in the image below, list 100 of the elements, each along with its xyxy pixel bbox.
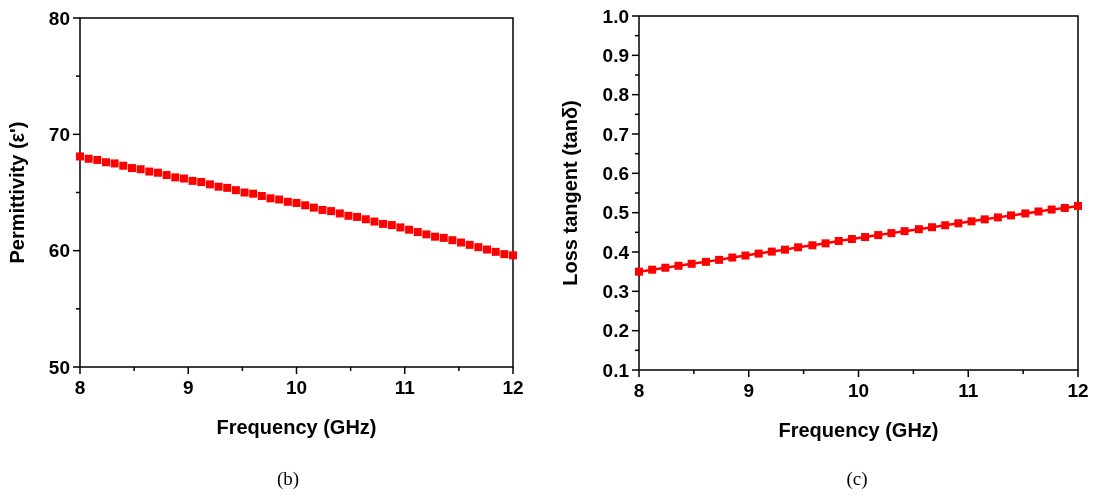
- point: [465, 240, 474, 249]
- y-tick-label: 0.5: [602, 202, 630, 224]
- point: [361, 215, 370, 224]
- point: [153, 168, 162, 177]
- y-axis-title: Permittivity (ε'): [6, 121, 28, 264]
- point: [110, 159, 119, 168]
- x-axis-title: Frequency (GHz): [216, 416, 377, 438]
- x-tick-label: 11: [394, 377, 416, 398]
- point: [162, 171, 171, 180]
- point: [188, 176, 197, 185]
- point: [179, 174, 188, 183]
- point: [292, 198, 301, 207]
- point: [145, 167, 154, 176]
- y-tick-label: 1.0: [602, 5, 629, 27]
- point: [266, 194, 275, 203]
- point: [687, 259, 696, 268]
- point: [1074, 201, 1082, 210]
- point: [754, 249, 763, 258]
- point: [405, 225, 414, 234]
- point: [900, 227, 909, 236]
- point: [648, 265, 657, 274]
- point: [387, 221, 396, 230]
- point: [197, 178, 206, 187]
- point: [136, 165, 145, 174]
- point: [275, 195, 284, 204]
- point: [223, 183, 232, 192]
- y-tick-label: 0.2: [602, 320, 629, 342]
- point: [101, 158, 110, 167]
- point: [674, 261, 683, 270]
- point: [861, 233, 870, 242]
- y-axis-title: Loss tangent (tanδ): [559, 100, 581, 286]
- point: [821, 239, 830, 248]
- text: (b): [276, 468, 300, 490]
- x-tick-label: 8: [74, 377, 86, 398]
- point: [353, 212, 362, 221]
- point: [127, 164, 136, 173]
- y-tick-label: 80: [48, 7, 70, 29]
- point: [283, 197, 292, 206]
- point: [808, 241, 817, 250]
- point: [171, 173, 180, 182]
- point: [370, 217, 379, 226]
- point: [741, 251, 750, 260]
- y-tick-label: 70: [48, 123, 70, 145]
- point: [767, 247, 776, 256]
- point: [231, 186, 240, 195]
- point: [847, 235, 856, 244]
- y-tick-label: 0.7: [602, 123, 629, 145]
- point: [318, 205, 327, 214]
- point: [661, 263, 670, 272]
- point: [309, 203, 318, 212]
- point: [1007, 211, 1016, 220]
- point: [240, 188, 249, 197]
- point: [715, 255, 724, 264]
- point: [214, 182, 223, 191]
- point: [344, 211, 353, 220]
- point: [1021, 209, 1030, 218]
- point: [491, 247, 500, 256]
- point: [993, 213, 1002, 222]
- point: [1047, 205, 1056, 214]
- point: [379, 219, 388, 228]
- point: [794, 243, 803, 252]
- x-tick-label: 10: [847, 380, 870, 401]
- point: [474, 243, 483, 252]
- x-tick-label: 9: [182, 377, 194, 398]
- point: [941, 221, 950, 230]
- point: [780, 245, 789, 254]
- point: [84, 154, 93, 163]
- point: [701, 257, 710, 266]
- point: [914, 225, 923, 234]
- point: [954, 219, 963, 228]
- y-tick-label: 0.1: [602, 359, 630, 381]
- y-tick-label: 0.3: [602, 280, 629, 302]
- point: [483, 245, 492, 254]
- y-tick-label: 0.9: [602, 44, 629, 66]
- point: [887, 229, 896, 238]
- point: [439, 233, 448, 242]
- point: [396, 223, 405, 232]
- x-tick-label: 9: [743, 380, 755, 401]
- point: [431, 232, 440, 241]
- point: [874, 231, 883, 240]
- y-tick-label: 0.4: [602, 241, 630, 263]
- point: [509, 251, 517, 260]
- x-tick-label: 10: [285, 377, 308, 398]
- point: [76, 152, 84, 161]
- y-tick-label: 50: [48, 356, 70, 378]
- text: (c): [846, 468, 868, 490]
- point: [448, 236, 457, 245]
- x-tick-label: 8: [633, 380, 645, 401]
- x-tick-label: 12: [1067, 380, 1089, 401]
- point: [119, 161, 128, 170]
- point: [301, 201, 310, 210]
- point: [834, 236, 843, 245]
- point: [93, 155, 102, 164]
- point: [413, 228, 422, 237]
- point: [500, 250, 509, 259]
- point: [728, 253, 737, 262]
- x-axis-title: Frequency (GHz): [778, 419, 939, 441]
- y-tick-label: 0.6: [602, 162, 629, 184]
- point: [257, 191, 266, 200]
- point: [327, 207, 336, 216]
